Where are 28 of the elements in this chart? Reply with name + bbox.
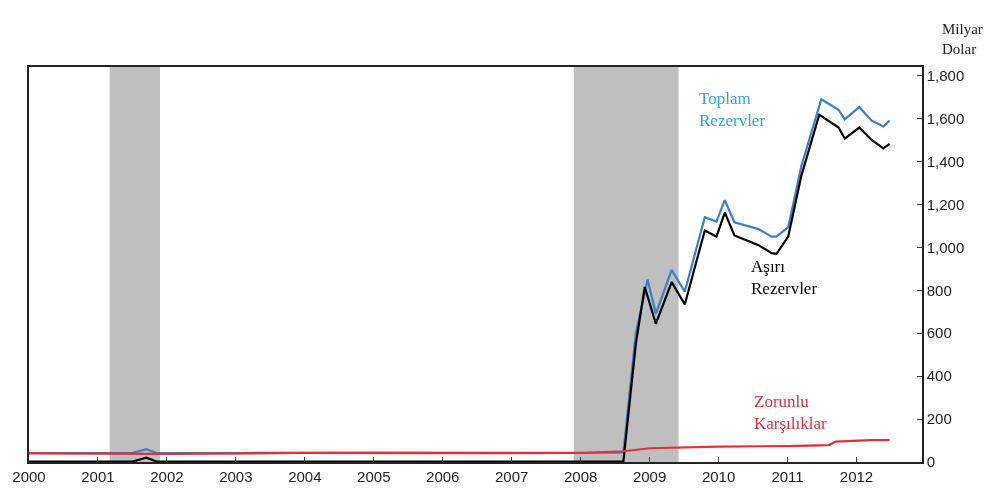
x-tick-label: 2000	[12, 467, 46, 485]
x-tick-label: 2009	[632, 467, 667, 485]
y-tick-label: 1,800	[926, 66, 965, 84]
x-tick-label: 2002	[150, 467, 184, 485]
y-tick-label: 600	[926, 324, 952, 342]
x-tick-label: 2008	[563, 467, 598, 485]
x-tick-label: 2005	[357, 467, 391, 485]
y-tick-label: 1,600	[926, 109, 965, 127]
x-tick-label: 2011	[771, 467, 804, 485]
x-tick-label: 2001	[81, 467, 115, 485]
x-tick-label: 2006	[426, 467, 460, 485]
x-tick-label: 2007	[495, 467, 529, 485]
y-tick-label: 1,000	[926, 238, 965, 256]
series-label: Aşırı Rezervler	[751, 257, 818, 299]
x-tick-label: 2010	[701, 467, 736, 485]
text: Toplam Rezervler	[699, 89, 766, 131]
y-tick-label: 1,400	[926, 152, 965, 170]
x-tick-label: 2004	[288, 467, 322, 485]
series-label: Zorunlu Karşılıklar	[754, 392, 828, 434]
y-tick-label: 0	[926, 453, 936, 471]
y-axis-title: Milyar Dolar	[942, 21, 983, 57]
y-tick-label: 800	[926, 281, 952, 299]
line-series	[29, 439, 891, 455]
y-tick-label: 400	[926, 367, 952, 385]
y-tick-label: 200	[926, 410, 952, 428]
y-tick-label: 1,200	[926, 195, 965, 213]
x-tick-label: 2012	[839, 467, 874, 485]
x-tick-label: 2003	[219, 467, 253, 485]
